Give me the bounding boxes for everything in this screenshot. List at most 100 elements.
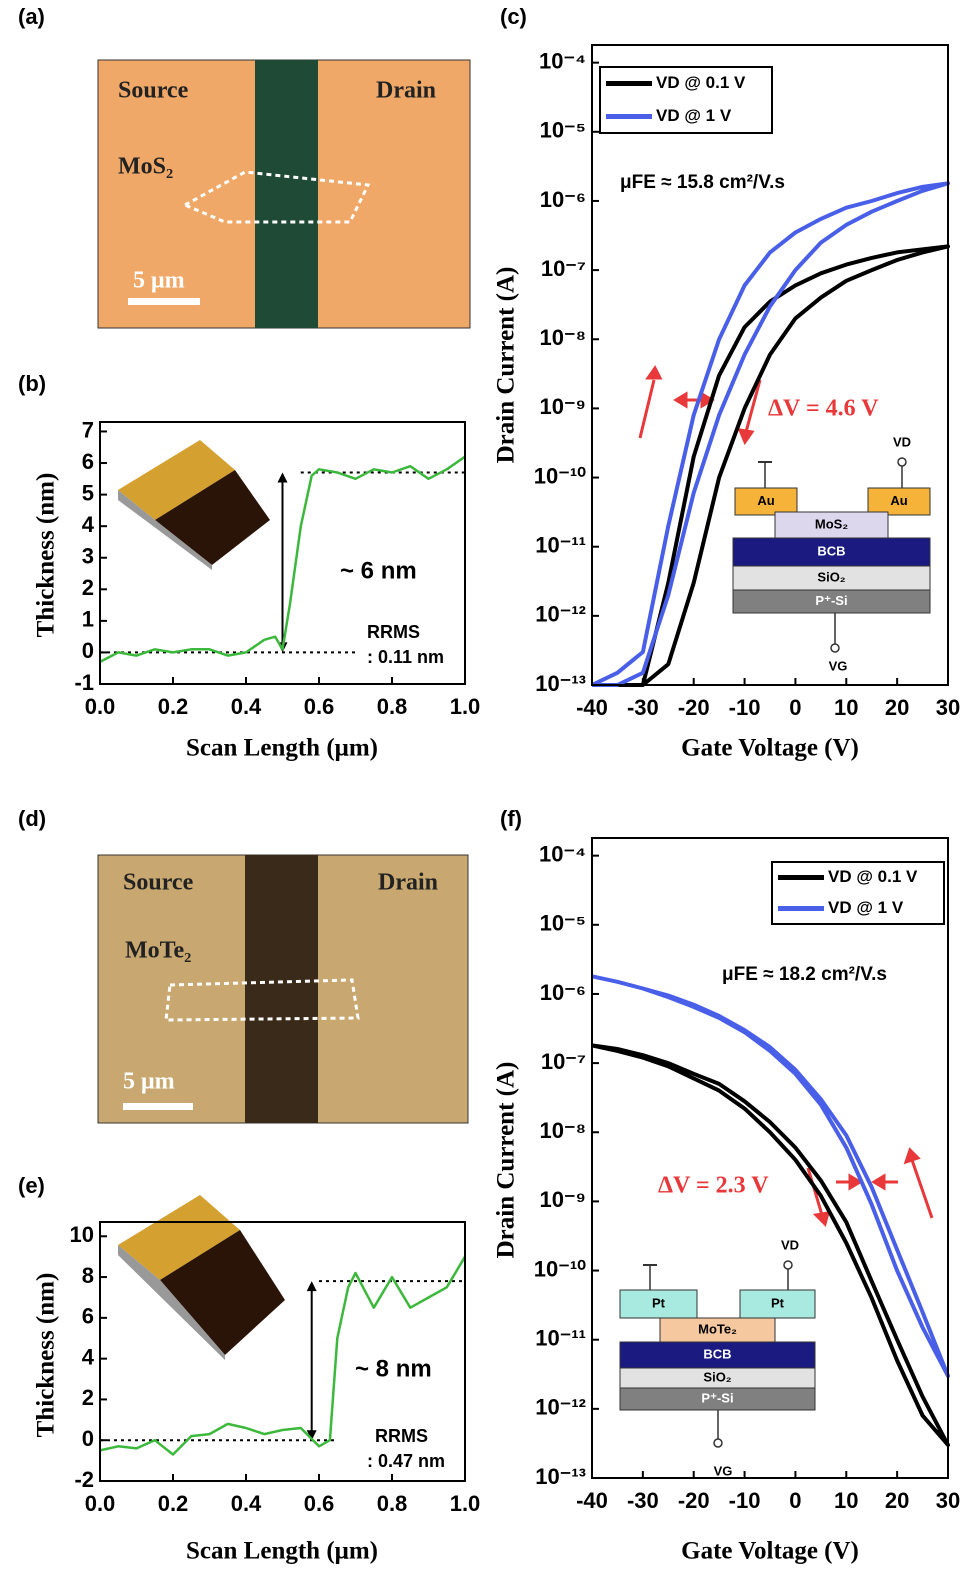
annotation: ~ 6 nm (340, 557, 417, 584)
y-tick-label: 10⁻⁵ (540, 118, 586, 143)
plot-frame (591, 44, 949, 686)
y-tick-label: 4 (82, 512, 95, 537)
y-tick-label: 5 (82, 480, 94, 505)
inset-terminal (897, 457, 907, 467)
inset-terminal (783, 1260, 793, 1270)
x-tick-label: 0.8 (377, 1491, 408, 1516)
chart: (f)Gate Voltage (V)Drain Current (A)-40-… (493, 806, 961, 1565)
y-tick-label: 10⁻⁶ (540, 187, 586, 212)
x-tick-label: 1.0 (450, 694, 481, 719)
y-tick-label: 10⁻¹¹ (535, 533, 586, 558)
y-axis-label: Drain Current (A) (493, 1062, 520, 1259)
annotation: : 0.47 nm (367, 1451, 445, 1471)
channel-stripe (245, 855, 318, 1123)
arrow (638, 379, 656, 439)
image-text: MoS₂ (118, 154, 173, 180)
inset-terminal-label: VG (829, 658, 848, 673)
y-tick-label: 10 (70, 1222, 94, 1247)
afm-step (160, 1230, 285, 1355)
x-tick-label: 30 (936, 695, 960, 720)
arrow (910, 1159, 934, 1219)
y-tick-label: 6 (82, 1304, 94, 1329)
inset-layer (732, 565, 931, 591)
panel-label: (e) (18, 1173, 45, 1198)
x-tick-label: -10 (729, 695, 761, 720)
image-text: Drain (378, 870, 438, 896)
legend-label: VD @ 0.1 V (656, 73, 746, 92)
annotation: ΔV = 4.6 V (768, 396, 879, 422)
x-tick-label: 0.2 (158, 1491, 189, 1516)
annotation: RRMS (375, 1426, 428, 1446)
legend-box (771, 861, 945, 925)
plot-frame (99, 1221, 466, 1482)
panel-label: (c) (500, 4, 527, 29)
y-axis-label: Thickness (nm) (33, 1273, 60, 1438)
inset-layer (619, 1341, 816, 1369)
x-tick-label: 0 (789, 1488, 801, 1513)
y-tick-label: 8 (82, 1263, 94, 1288)
inset-layer-label: SiO₂ (703, 1369, 731, 1384)
y-tick-label: 7 (82, 417, 94, 442)
arrow-head (848, 1173, 863, 1191)
x-tick-label: -40 (576, 695, 608, 720)
annotation: ΔV = 2.3 V (658, 1173, 769, 1199)
annotation: RRMS (367, 622, 420, 642)
afm-top (118, 1195, 240, 1280)
afm-side (118, 1245, 225, 1360)
annotation: μFE ≈ 18.2 cm²/V.s (722, 964, 887, 985)
image-text: 5 μm (123, 1069, 175, 1095)
chart: (b) Scan Length (μm) Thickness (nm) 0.0 0.2 0… (18, 371, 480, 762)
inset-layer-label: Au (890, 493, 907, 508)
inset-terminal (713, 1438, 723, 1448)
inset-layer-label: Au (757, 493, 774, 508)
inset-layer-label: P⁺-Si (815, 593, 847, 608)
annotation: : 0.11 nm (367, 647, 444, 667)
arrow-head (812, 1211, 831, 1227)
x-tick-label: 1.0 (450, 1491, 481, 1516)
plot-frame (99, 421, 466, 685)
y-tick-label: 10⁻¹² (535, 602, 586, 627)
x-axis-label: Scan Length (μm) (186, 735, 378, 762)
y-tick-label: 10⁻¹¹ (535, 1326, 586, 1351)
y-tick-label: 3 (82, 544, 94, 569)
legend-box (599, 66, 773, 134)
legend-label: VD @ 0.1 V (828, 867, 918, 886)
y-tick-label: 1 (82, 607, 94, 632)
y-axis-label: Thickness (nm) (33, 473, 60, 638)
arrow-head (645, 365, 663, 380)
arrow (806, 1167, 824, 1216)
x-tick-label: 20 (885, 695, 909, 720)
y-tick-label: 10⁻¹⁰ (534, 1256, 586, 1281)
image-text: Source (118, 78, 189, 104)
inset-terminal-label: VD (781, 1237, 799, 1252)
inset-layer (734, 487, 798, 516)
arrow-head (306, 1281, 317, 1292)
y-tick-label: -2 (74, 1467, 94, 1492)
y-tick-label: 10⁻⁷ (541, 256, 586, 281)
x-axis-label: Gate Voltage (V) (681, 1538, 859, 1565)
legend-label: VD @ 1 V (656, 106, 732, 125)
x-tick-label: -20 (678, 1488, 710, 1513)
inset-layer-label: BCB (817, 543, 845, 558)
inset-layer-label: P⁺-Si (701, 1390, 733, 1405)
x-tick-label: -10 (729, 1488, 761, 1513)
x-tick-label: 30 (936, 1488, 960, 1513)
inset-layer-label: MoS₂ (815, 516, 848, 531)
optical-image-a: Source Drain MoS₂ 5 μm (97, 59, 471, 329)
afm-inset-b (118, 440, 270, 570)
x-axis-label: Scan Length (μm) (186, 1538, 378, 1565)
data-line (99, 455, 466, 664)
x-tick-label: -30 (627, 695, 659, 720)
afm-inset-e (118, 1195, 285, 1360)
y-tick-label: 0 (82, 638, 94, 663)
legend-label: VD @ 1 V (828, 898, 904, 917)
scale-bar (123, 1103, 193, 1110)
arrow-head (673, 391, 688, 409)
x-tick-label: 0.6 (304, 694, 335, 719)
image-text: 5 μm (133, 268, 185, 294)
data-line (592, 244, 950, 687)
y-axis-label: Drain Current (A) (493, 267, 520, 464)
inset-layer (867, 487, 931, 516)
y-tick-label: 4 (82, 1344, 95, 1369)
